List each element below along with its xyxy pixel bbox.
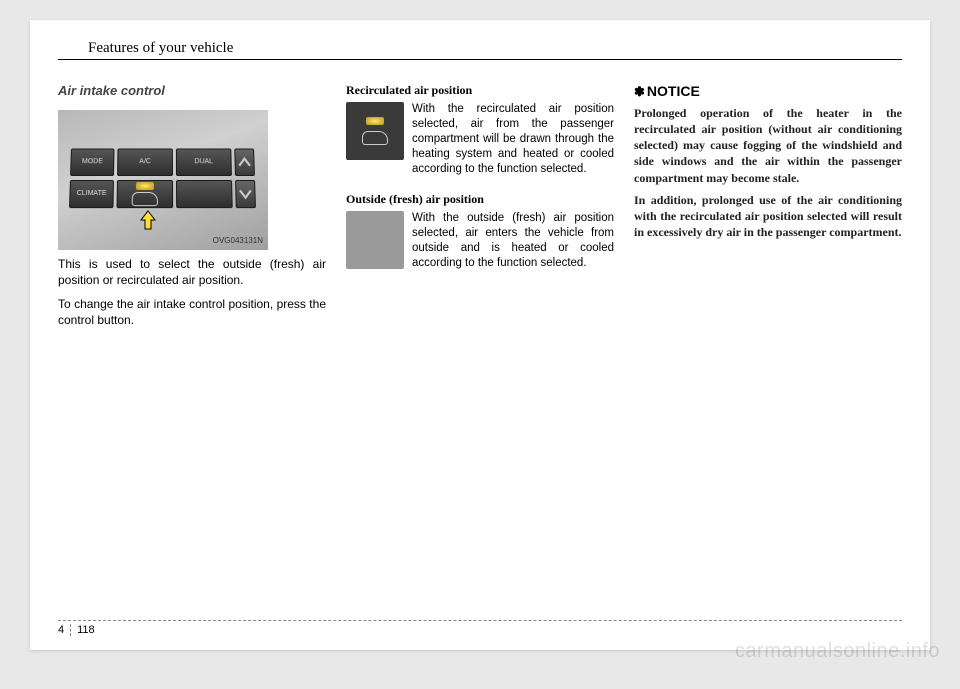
chapter-title: Features of your vehicle — [58, 40, 902, 57]
page-number: 118 — [77, 624, 95, 636]
car-recirc-icon — [362, 131, 388, 145]
col1-paragraph-2: To change the air intake control positio… — [58, 296, 326, 328]
recirc-button — [117, 180, 174, 208]
notice-paragraph-1: Prolonged operation of the heater in the… — [634, 105, 902, 186]
content-columns: Air intake control MODE A/C DUAL CLIMATE — [58, 82, 902, 336]
dual-button: DUAL — [176, 148, 232, 176]
section-number: 4 — [58, 624, 71, 636]
column-1: Air intake control MODE A/C DUAL CLIMATE — [58, 82, 326, 336]
manual-page: Features of your vehicle Air intake cont… — [30, 20, 930, 650]
chevron-down-icon — [236, 185, 255, 203]
recirc-icon-square — [346, 102, 404, 160]
fresh-text: With the outside (fresh) air position se… — [412, 211, 614, 271]
button-row-2: CLIMATE — [69, 180, 256, 208]
notice-heading: ✽NOTICE — [634, 82, 902, 101]
blank-button — [176, 180, 233, 208]
recirc-block: With the recirculated air position selec… — [346, 102, 614, 177]
fresh-block: With the outside (fresh) air position se… — [346, 211, 614, 271]
notice-paragraph-2: In addition, prolonged use of the air co… — [634, 192, 902, 241]
button-row-1: MODE A/C DUAL — [70, 148, 255, 176]
watermark: carmanualsonline.info — [735, 640, 940, 663]
figure-code: OVG043131N — [213, 236, 263, 247]
column-3: ✽NOTICE Prolonged operation of the heate… — [634, 82, 902, 336]
air-intake-heading: Air intake control — [58, 82, 326, 100]
panel-buttons: MODE A/C DUAL CLIMATE — [69, 148, 256, 208]
ac-button: A/C — [117, 148, 173, 176]
chevron-up-icon — [235, 153, 253, 171]
led-icon — [366, 117, 384, 125]
car-recirc-icon — [132, 192, 158, 206]
up-button — [234, 148, 255, 176]
fresh-heading: Outside (fresh) air position — [346, 191, 614, 207]
arrow-up-icon — [140, 210, 156, 230]
indicator-led-icon — [136, 182, 154, 190]
col1-paragraph-1: This is used to select the outside (fres… — [58, 256, 326, 288]
down-button — [235, 180, 256, 208]
recirc-heading: Recirculated air position — [346, 82, 614, 98]
notice-symbol: ✽ — [634, 84, 645, 99]
climate-button: CLIMATE — [69, 180, 114, 208]
notice-label: NOTICE — [647, 83, 700, 99]
mode-button: MODE — [70, 148, 114, 176]
control-panel-figure: MODE A/C DUAL CLIMATE — [58, 110, 268, 250]
column-2: Recirculated air position With the recir… — [346, 82, 614, 336]
recirc-text: With the recirculated air position selec… — [412, 102, 614, 177]
fresh-icon-square — [346, 211, 404, 269]
page-footer: 4 118 — [58, 620, 902, 636]
header-rule: Features of your vehicle — [58, 40, 902, 60]
callout-arrow — [140, 210, 156, 230]
